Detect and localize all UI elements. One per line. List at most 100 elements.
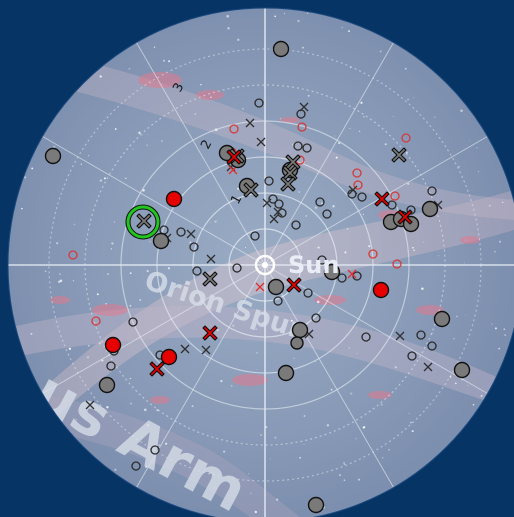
background-star xyxy=(22,392,24,395)
background-star xyxy=(306,12,309,15)
background-star xyxy=(35,69,37,72)
background-star xyxy=(56,18,58,20)
background-star xyxy=(72,280,75,282)
background-star xyxy=(236,187,240,190)
background-star xyxy=(344,251,347,254)
background-star xyxy=(421,287,424,290)
background-star xyxy=(453,84,456,87)
background-star xyxy=(274,436,277,439)
background-star xyxy=(358,130,361,133)
background-star xyxy=(394,366,397,369)
background-star xyxy=(250,492,252,494)
background-star xyxy=(388,449,390,451)
background-star xyxy=(274,62,276,64)
sun-label: Sun xyxy=(288,251,339,279)
background-star xyxy=(346,228,349,230)
background-star xyxy=(191,405,194,407)
background-star xyxy=(260,433,263,437)
background-star xyxy=(248,473,250,475)
background-star xyxy=(51,505,54,509)
background-star xyxy=(227,27,230,30)
selected-target-highlight[interactable] xyxy=(125,204,161,240)
background-star xyxy=(348,347,350,349)
background-star xyxy=(343,463,346,465)
background-star xyxy=(404,67,407,70)
background-star xyxy=(290,319,293,322)
background-star xyxy=(114,128,117,130)
background-star xyxy=(368,245,371,248)
background-star xyxy=(48,457,50,459)
background-star xyxy=(142,189,145,192)
background-star xyxy=(146,270,149,273)
background-star xyxy=(6,33,7,34)
background-star xyxy=(128,67,131,70)
background-star xyxy=(80,163,83,166)
background-star xyxy=(53,145,56,148)
background-star xyxy=(101,359,104,362)
background-star xyxy=(494,327,497,330)
background-star xyxy=(114,468,117,471)
background-star xyxy=(158,444,160,446)
background-star xyxy=(105,302,107,305)
background-star xyxy=(297,19,300,23)
background-star xyxy=(12,435,15,437)
background-star xyxy=(480,394,483,397)
background-star xyxy=(60,78,63,81)
background-star xyxy=(106,272,110,276)
background-star xyxy=(492,62,495,65)
background-star xyxy=(407,98,410,101)
background-star xyxy=(106,487,109,490)
map-disc-border xyxy=(7,7,514,517)
background-star xyxy=(458,165,460,168)
background-star xyxy=(335,156,338,159)
background-star xyxy=(476,147,478,149)
background-star xyxy=(147,134,149,136)
sun-marker[interactable] xyxy=(254,254,276,276)
background-star xyxy=(68,347,72,351)
background-star xyxy=(93,38,95,40)
background-star xyxy=(10,58,12,60)
background-star xyxy=(98,342,101,345)
background-star xyxy=(200,83,202,86)
background-star xyxy=(44,270,47,273)
background-star xyxy=(56,242,59,245)
background-star xyxy=(256,368,258,370)
background-star xyxy=(214,487,216,489)
background-star xyxy=(303,415,306,417)
background-star xyxy=(152,461,154,464)
background-star xyxy=(216,328,219,332)
background-star xyxy=(214,220,217,223)
background-star xyxy=(8,138,10,141)
background-star xyxy=(254,510,258,514)
background-star xyxy=(348,30,350,33)
background-star xyxy=(504,334,507,337)
background-star xyxy=(194,112,197,116)
background-star xyxy=(220,379,223,383)
background-star xyxy=(165,442,168,445)
background-star xyxy=(274,15,277,18)
background-star xyxy=(497,495,500,498)
background-star xyxy=(38,454,40,457)
background-star xyxy=(326,424,330,427)
background-star xyxy=(73,223,76,226)
background-star xyxy=(465,314,467,316)
background-star xyxy=(334,135,336,137)
background-star xyxy=(145,465,148,468)
background-star xyxy=(168,60,171,63)
background-star xyxy=(99,75,102,78)
background-star xyxy=(244,246,247,249)
background-star xyxy=(241,107,244,110)
background-star xyxy=(465,239,467,241)
background-star xyxy=(299,457,301,459)
background-star xyxy=(209,471,212,474)
background-star xyxy=(454,382,457,385)
background-star xyxy=(494,250,496,253)
background-star xyxy=(430,58,434,61)
background-star xyxy=(58,280,61,284)
background-star xyxy=(239,305,241,307)
background-star xyxy=(410,421,412,424)
background-star xyxy=(391,152,394,154)
background-star xyxy=(381,456,384,459)
